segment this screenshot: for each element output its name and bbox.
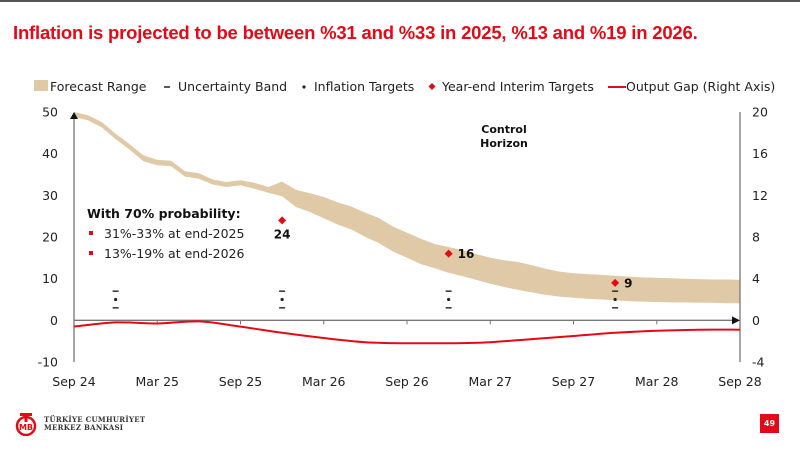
probability-title: With 70% probability: — [87, 206, 241, 221]
control-horizon-annotation: Control Horizon — [480, 123, 528, 150]
x-tick-label: Mar 26 — [302, 374, 346, 389]
interim-target-label: 16 — [458, 247, 475, 261]
probability-bullet-1 — [89, 231, 93, 235]
legend-label-forecast-range: Forecast Range — [50, 79, 147, 94]
output-gap-line — [73, 320, 741, 345]
left-y-tick-label: 20 — [42, 230, 58, 245]
probability-bullet-2 — [89, 251, 93, 255]
left-axis-arrow-icon — [70, 112, 78, 119]
legend-swatch-forecast-range — [34, 80, 48, 91]
left-y-tick-label: 30 — [42, 188, 58, 203]
x-axis-arrow-icon — [732, 316, 740, 325]
x-tick-label: Sep 25 — [219, 374, 262, 389]
interim-target-label: 24 — [274, 227, 291, 241]
interim-target-diamond — [444, 249, 453, 258]
uncertainty-marker — [445, 290, 452, 309]
probability-item-2026: 13%-19% at end-2026 — [104, 246, 245, 261]
legend-label-output-gap: Output Gap (Right Axis) — [626, 79, 775, 94]
uncertainty-marker — [112, 290, 119, 309]
uncertainty-marker — [612, 290, 619, 309]
x-tick-label: Mar 27 — [469, 374, 512, 389]
right-y-tick-label: 4 — [752, 271, 760, 286]
inflation-target-dot — [280, 297, 284, 302]
x-tick-label: Mar 25 — [136, 374, 179, 389]
right-y-tick-label: 16 — [752, 146, 768, 161]
left-y-tick-label: 10 — [42, 271, 58, 286]
tcmb-logo: MB TÜRKİYE CUMHURİYET MERKEZ BANKASI — [14, 412, 146, 437]
probability-item-2025: 31%-33% at end-2025 — [104, 226, 244, 241]
interim-target-diamond — [611, 278, 620, 287]
x-tick-label: Sep 27 — [552, 374, 595, 389]
inflation-target-dot — [613, 297, 617, 302]
interim-target-diamond — [278, 216, 287, 225]
right-y-tick-label: 8 — [752, 230, 760, 245]
left-y-tick-label: 0 — [50, 313, 58, 328]
uncertainty-marker — [279, 290, 286, 309]
interim-target-label: 9 — [624, 276, 632, 290]
chart-legend: Forecast Range Uncertainty Band Inflatio… — [34, 79, 775, 94]
page-number: 49 — [760, 414, 779, 433]
legend-swatch-interim-targets — [428, 83, 436, 90]
forecast-range-band — [74, 112, 740, 304]
right-y-tick-label: 20 — [752, 105, 768, 120]
probability-box: With 70% probability: 31%-33% at end-202… — [87, 206, 245, 261]
left-y-tick-label: -10 — [38, 355, 58, 370]
x-tick-label: Sep 28 — [718, 374, 761, 389]
inflation-target-dot — [114, 297, 118, 302]
legend-label-uncertainty-band: Uncertainty Band — [178, 79, 287, 94]
legend-label-interim-targets: Year-end Interim Targets — [441, 79, 594, 94]
left-y-tick-label: 50 — [42, 105, 58, 120]
logo-text-line2: MERKEZ BANKASI — [44, 423, 124, 432]
inflation-target-dot — [447, 297, 451, 302]
left-y-tick-label: 40 — [42, 146, 58, 161]
slide-title: Inflation is projected to be between %31… — [13, 22, 698, 43]
right-y-tick-label: -4 — [752, 355, 765, 370]
top-border — [0, 0, 800, 2]
x-tick-label: Sep 24 — [52, 374, 95, 389]
control-horizon-line1: Control — [481, 123, 526, 136]
right-y-tick-label: 0 — [752, 313, 760, 328]
tcmb-logo-icon: MB — [14, 412, 38, 437]
svg-text:MB: MB — [19, 423, 33, 432]
legend-label-inflation-targets: Inflation Targets — [314, 79, 414, 94]
control-horizon-line2: Horizon — [480, 137, 528, 150]
x-tick-label: Sep 26 — [385, 374, 428, 389]
logo-text-line1: TÜRKİYE CUMHURİYET — [44, 415, 146, 424]
legend-swatch-inflation-targets — [302, 85, 306, 89]
x-tick-label: Mar 28 — [635, 374, 679, 389]
right-y-tick-label: 12 — [752, 188, 768, 203]
